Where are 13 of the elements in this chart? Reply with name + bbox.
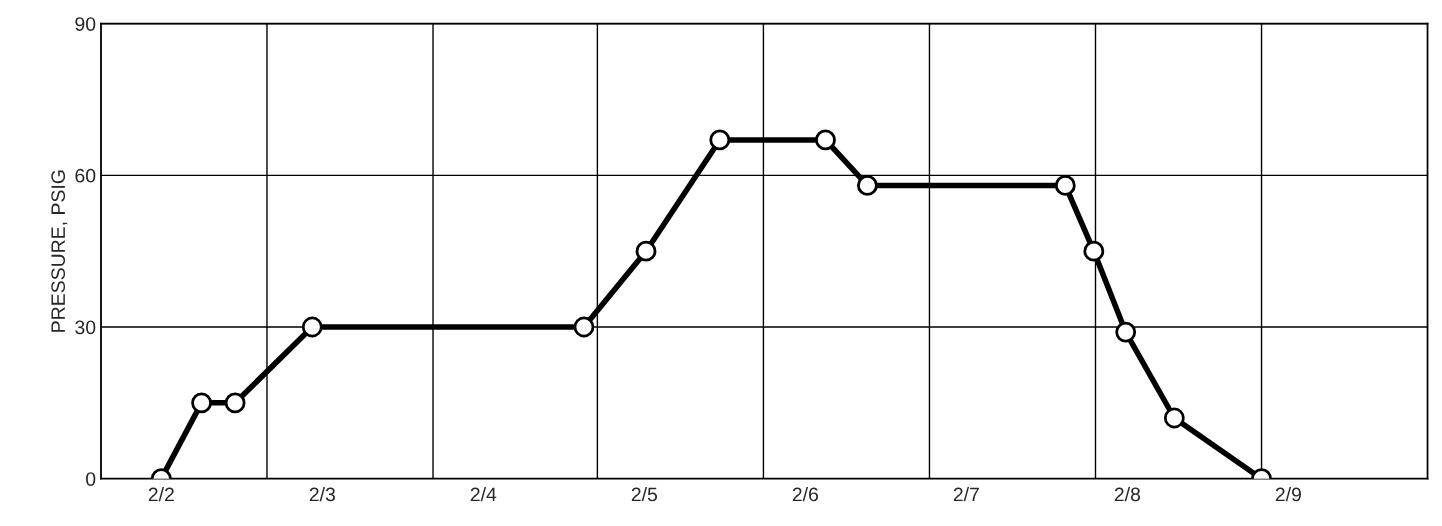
- x-tick-label: 2/8: [1114, 486, 1141, 502]
- x-tick-label: 2/6: [792, 486, 819, 502]
- x-tick-label: 2/5: [631, 486, 658, 502]
- x-tick-label: 2/4: [470, 486, 497, 502]
- y-tick-label: 90: [75, 17, 96, 31]
- y-tick-label: 60: [75, 168, 96, 183]
- x-tick-label: 2/3: [309, 486, 335, 502]
- y-tick-label: 30: [75, 320, 96, 335]
- x-tick-label: 2/7: [953, 486, 979, 502]
- x-tick-label: 2/2: [148, 486, 174, 502]
- y-tick-label: 0: [86, 472, 96, 486]
- y-axis-title: PRESSURE, PSIG: [51, 170, 68, 332]
- x-tick-label: 2/9: [1275, 486, 1301, 502]
